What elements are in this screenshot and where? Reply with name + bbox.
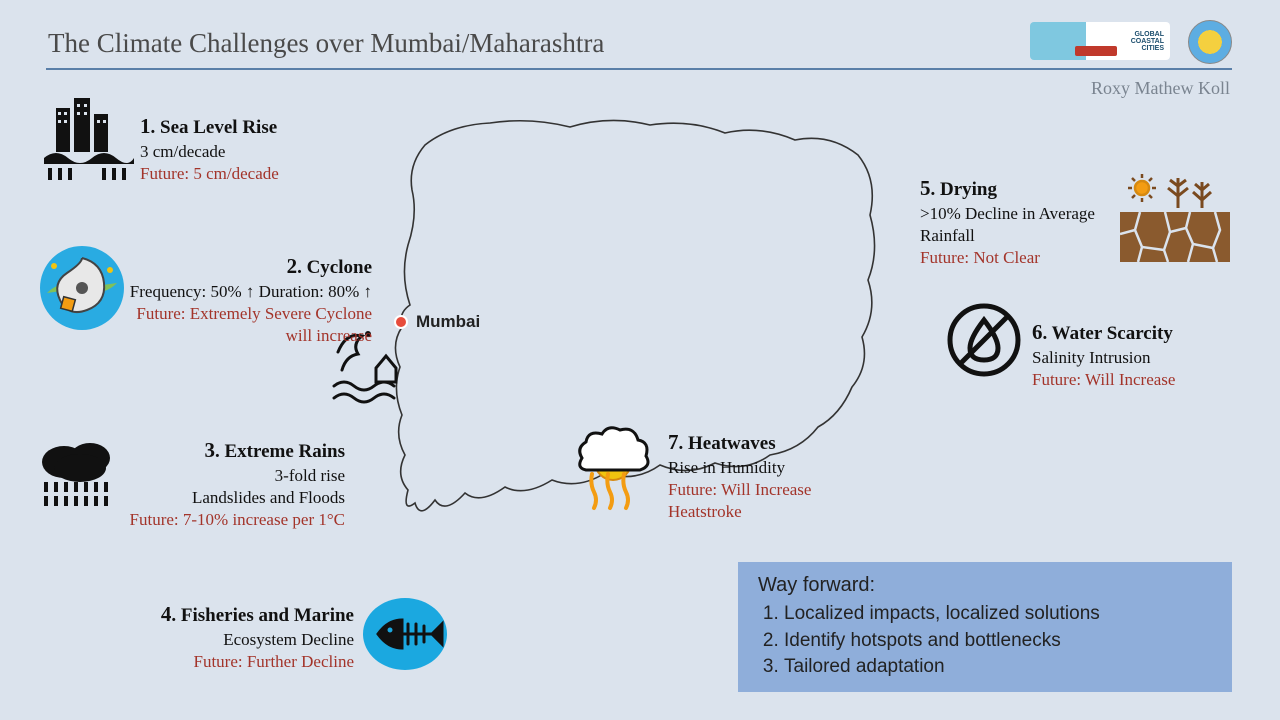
item-title: 7. Heatwaves xyxy=(668,430,888,455)
way-forward-item: Localized impacts, localized solutions xyxy=(784,601,1212,628)
page-title: The Climate Challenges over Mumbai/Mahar… xyxy=(48,28,604,59)
fish-icon xyxy=(360,596,450,672)
item-future: Future: 5 cm/decade xyxy=(140,163,350,185)
item-future: Future: Not Clear xyxy=(920,247,1120,269)
heatwave-icon xyxy=(566,420,660,514)
challenge-item-4: 4. Fisheries and MarineEcosystem Decline… xyxy=(104,602,354,673)
item-future: Future: Extremely Severe Cyclone will in… xyxy=(112,303,372,347)
mumbai-pin xyxy=(394,315,408,329)
item-body-line: Salinity Intrusion xyxy=(1032,347,1242,369)
challenge-item-7: 7. HeatwavesRise in HumidityFuture: Will… xyxy=(668,430,888,523)
item-body-line: Ecosystem Decline xyxy=(104,629,354,651)
mumbai-label: Mumbai xyxy=(416,312,480,332)
challenge-item-3: 3. Extreme Rains3-fold riseLandslides an… xyxy=(120,438,345,531)
item-future: Future: Will Increase xyxy=(1032,369,1242,391)
item-body-line: Rise in Humidity xyxy=(668,457,888,479)
item-title: 1. Sea Level Rise xyxy=(140,114,350,139)
way-forward-title: Way forward: xyxy=(758,574,1212,597)
item-title: 5. Drying xyxy=(920,176,1120,201)
title-underline xyxy=(46,68,1232,70)
item-title: 4. Fisheries and Marine xyxy=(104,602,354,627)
summit-logo xyxy=(1030,22,1170,60)
drying-icon xyxy=(1120,172,1230,264)
item-future: Future: Will Increase Heatstroke xyxy=(668,479,888,523)
item-future: Future: 7-10% increase per 1°C xyxy=(120,509,345,531)
way-forward-box: Way forward: Localized impacts, localize… xyxy=(738,562,1232,692)
author-name: Roxy Mathew Koll xyxy=(1091,78,1230,99)
item-body-line: Landslides and Floods xyxy=(120,487,345,509)
way-forward-list: Localized impacts, localized solutions I… xyxy=(758,601,1212,681)
item-title: 2. Cyclone xyxy=(112,254,372,279)
way-forward-item: Identify hotspots and bottlenecks xyxy=(784,628,1212,655)
item-body-line: >10% Decline in Average Rainfall xyxy=(920,203,1120,247)
city-coast-icon xyxy=(44,98,134,188)
challenge-item-2: 2. CycloneFrequency: 50% ↑ Duration: 80%… xyxy=(112,254,372,347)
item-body-line: 3 cm/decade xyxy=(140,141,350,163)
way-forward-item: Tailored adaptation xyxy=(784,654,1212,681)
no-water-icon xyxy=(944,300,1024,380)
item-title: 6. Water Scarcity xyxy=(1032,320,1242,345)
item-future: Future: Further Decline xyxy=(104,651,354,673)
org-logo xyxy=(1188,20,1232,64)
item-body-line: 3-fold rise xyxy=(120,465,345,487)
item-body-line: Frequency: 50% ↑ Duration: 80% ↑ xyxy=(112,281,372,303)
challenge-item-1: 1. Sea Level Rise3 cm/decadeFuture: 5 cm… xyxy=(140,114,350,185)
challenge-item-6: 6. Water ScarcitySalinity IntrusionFutur… xyxy=(1032,320,1242,391)
challenge-item-5: 5. Drying>10% Decline in Average Rainfal… xyxy=(920,176,1120,269)
rain-icon xyxy=(36,440,121,518)
item-title: 3. Extreme Rains xyxy=(120,438,345,463)
